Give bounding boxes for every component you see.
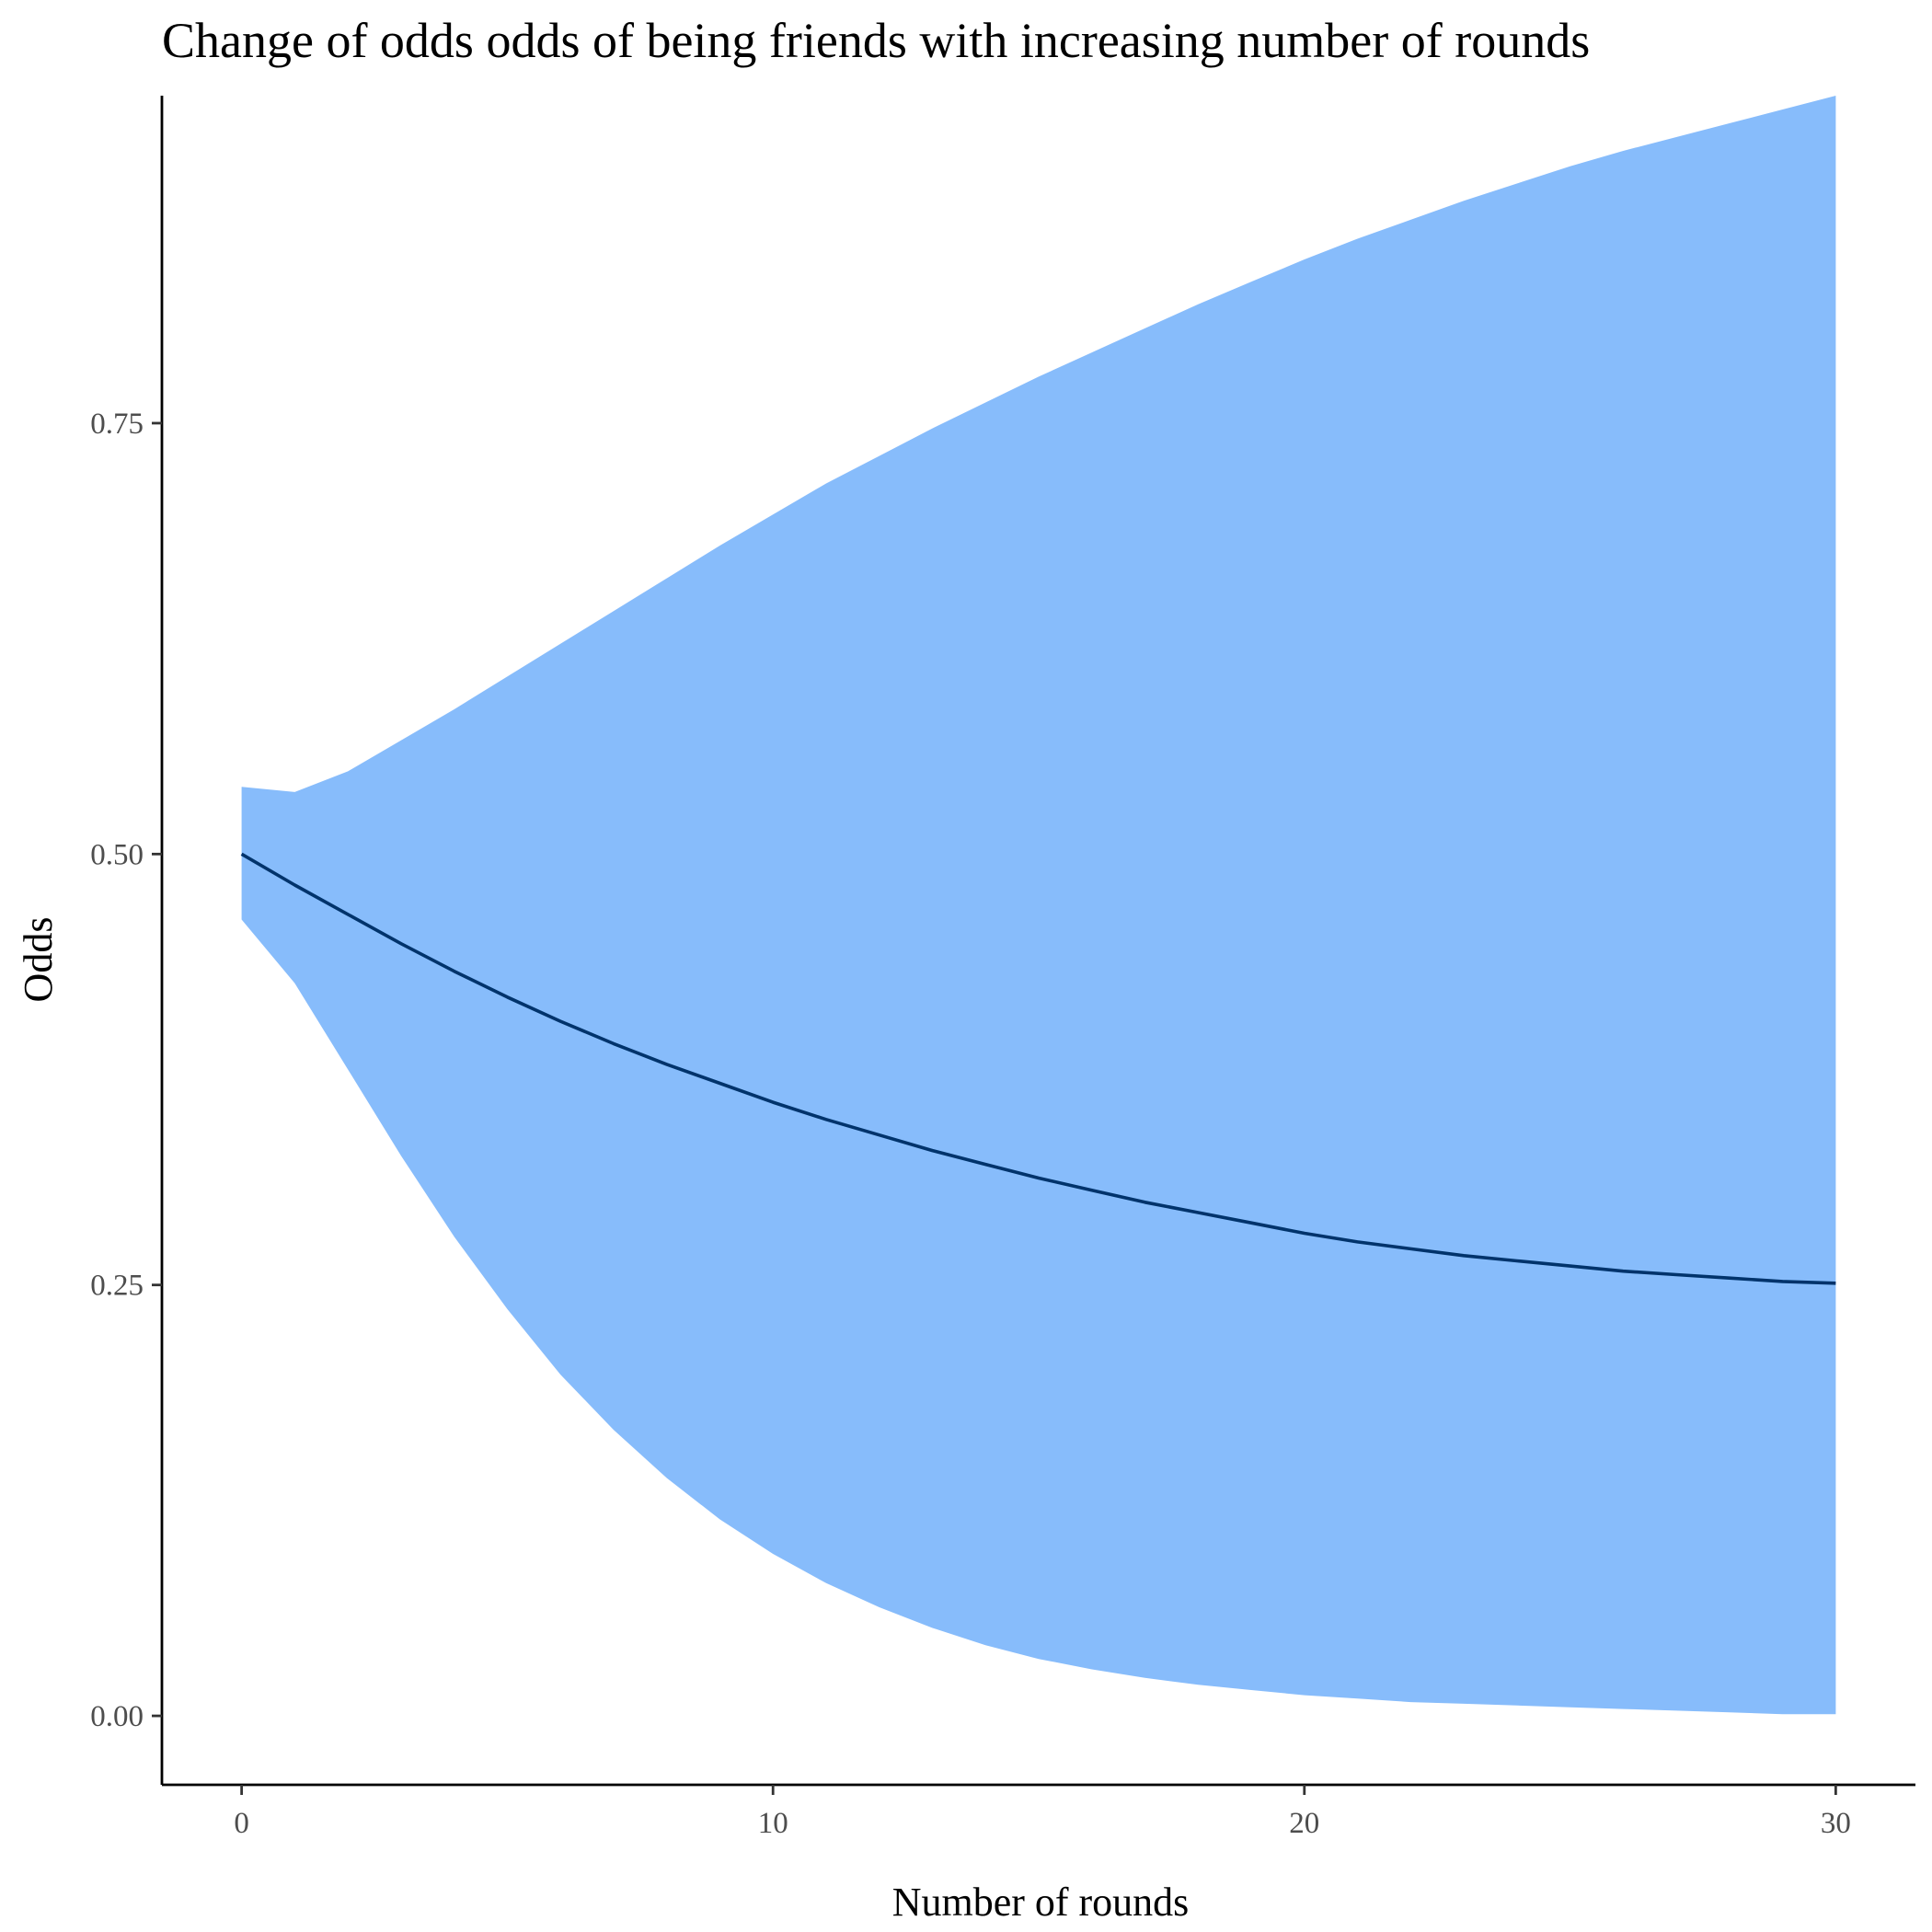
x-tick-label: 20 xyxy=(1289,1807,1319,1840)
x-tick-label: 0 xyxy=(234,1807,249,1840)
y-axis-title: Odds xyxy=(16,917,61,1003)
y-tick-label: 0.75 xyxy=(90,408,144,441)
ticks: 0 10 20 30 0.00 0.25 0.50 0.75 xyxy=(90,408,1851,1840)
x-axis-title: Number of rounds xyxy=(892,1880,1190,1925)
x-tick-label: 30 xyxy=(1821,1807,1851,1840)
y-tick-label: 0.00 xyxy=(90,1700,144,1733)
odds-line xyxy=(240,852,1836,1285)
chart-title: Change of odds odds of being friends wit… xyxy=(162,13,1590,68)
plot-area xyxy=(240,96,1836,1715)
y-tick-label: 0.25 xyxy=(90,1270,144,1303)
confidence-ribbon xyxy=(241,96,1836,1715)
y-tick-label: 0.50 xyxy=(90,838,144,871)
axes xyxy=(160,96,1915,1787)
x-tick-label: 10 xyxy=(758,1807,788,1840)
